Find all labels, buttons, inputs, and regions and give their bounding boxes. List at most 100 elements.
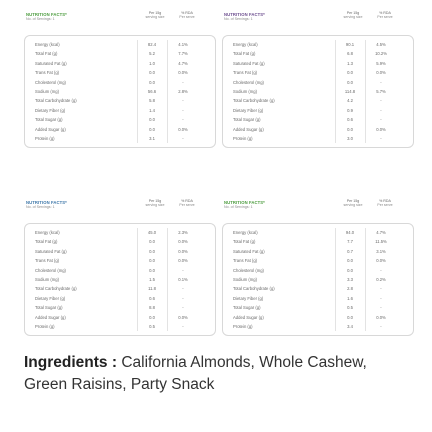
rda-header: % RDA Per serve bbox=[370, 199, 400, 208]
nutrient-rda: 3.1% bbox=[376, 248, 386, 254]
nutrient-label: Total Carbohydrate (g) bbox=[233, 98, 275, 104]
nutrition-rows: Energy (kcal) 94.0 4.7% Total Fat (g) 7.7 11.… bbox=[233, 228, 407, 331]
panel-title: NUTRITION FACTS* bbox=[224, 12, 265, 17]
nutrient-value: 0.0 bbox=[149, 239, 155, 245]
nutrition-table: Energy (kcal) 82.4 4.1% Total Fat (g) 5.2 7.7… bbox=[24, 35, 216, 148]
rda-header-line2: Per serve bbox=[179, 15, 195, 20]
nutrient-rda: 4.5% bbox=[376, 42, 386, 47]
nutrient-value: 0.0 bbox=[149, 117, 155, 123]
nutrient-label: Energy (kcal) bbox=[35, 42, 60, 47]
rda-header-line1: % RDA bbox=[181, 11, 193, 15]
nutrient-row: Cholesterol (mg) 0.0 - bbox=[35, 78, 209, 87]
nutrient-label: Total Sugar (g) bbox=[35, 305, 63, 311]
nutrient-row: Protein (g) 3.4 - bbox=[233, 322, 407, 331]
nutrient-label: Dietary Fiber (g) bbox=[233, 295, 264, 301]
nutrient-rda: 4.1% bbox=[178, 42, 188, 47]
nutrient-label: Total Sugar (g) bbox=[233, 305, 261, 311]
serving-size-header-line2: serving size bbox=[343, 203, 363, 208]
nutrient-rda: 7.7% bbox=[178, 51, 188, 57]
nutrient-row: Sodium (mg) 56.6 2.8% bbox=[35, 87, 209, 96]
nutrient-row: Saturated Fat (g) 1.3 5.9% bbox=[233, 59, 407, 68]
nutrient-row: Energy (kcal) 94.0 4.7% bbox=[233, 228, 407, 237]
nutrient-label: Dietary Fiber (g) bbox=[35, 107, 66, 113]
nutrient-row: Total Carbohydrate (g) 4.2 - bbox=[233, 96, 407, 105]
nutrient-row: Total Sugar (g) 0.6 - bbox=[233, 115, 407, 124]
nutrient-value: 0.5 bbox=[149, 323, 155, 329]
panel-header: NUTRITION FACTS* No. of Servings: 1 Per 15… bbox=[222, 196, 414, 218]
serving-size-header-line2: serving size bbox=[145, 15, 165, 20]
nutrient-rda: 2.3% bbox=[178, 230, 188, 235]
nutrient-label: Total Fat (g) bbox=[35, 239, 58, 245]
nutrient-rda: - bbox=[182, 267, 184, 273]
nutrient-label: Energy (kcal) bbox=[35, 230, 60, 235]
nutrient-row: Trans Fat (g) 0.0 0.0% bbox=[233, 256, 407, 265]
serving-size-header-line2: serving size bbox=[343, 15, 363, 20]
serving-size-header-line1: Per 15g bbox=[346, 11, 360, 15]
ingredients-heading: Ingredients : bbox=[24, 354, 118, 371]
ingredients-list: California Almonds, Whole Cashew, Green … bbox=[24, 354, 367, 393]
nutrient-label: Sodium (mg) bbox=[35, 88, 59, 94]
nutrient-label: Trans Fat (g) bbox=[35, 258, 60, 264]
nutrient-row: Saturated Fat (g) 0.0 0.0% bbox=[35, 247, 209, 256]
nutrient-rda: 11.5% bbox=[375, 239, 387, 245]
nutrient-label: Trans Fat (g) bbox=[233, 70, 258, 76]
nutrient-label: Added Sugar (g) bbox=[35, 314, 66, 320]
nutrient-rda: - bbox=[182, 98, 184, 104]
nutrient-row: Total Carbohydrate (g) 11.8 - bbox=[35, 284, 209, 293]
nutrient-row: Added Sugar (g) 0.0 0.0% bbox=[35, 125, 209, 134]
rda-header-line1: % RDA bbox=[181, 199, 193, 203]
panel-header: NUTRITION FACTS* No. of Servings: 1 Per 15… bbox=[222, 8, 414, 30]
nutrient-value: 0.0 bbox=[347, 79, 353, 85]
nutrient-label: Dietary Fiber (g) bbox=[35, 295, 66, 301]
nutrient-value: 5.2 bbox=[149, 51, 155, 57]
nutrient-label: Dietary Fiber (g) bbox=[233, 107, 264, 113]
nutrient-rda: - bbox=[182, 305, 184, 311]
nutrient-row: Energy (kcal) 45.0 2.3% bbox=[35, 228, 209, 237]
nutrient-label: Saturated Fat (g) bbox=[233, 60, 265, 66]
nutrient-row: Sodium (mg) 1.5 0.1% bbox=[35, 275, 209, 284]
nutrient-value: 3.3 bbox=[347, 276, 353, 282]
nutrient-row: Total Carbohydrate (g) 5.8 - bbox=[35, 96, 209, 105]
nutrient-label: Trans Fat (g) bbox=[35, 70, 60, 76]
nutrient-rda: 0.2% bbox=[376, 276, 386, 282]
nutrient-value: 4.2 bbox=[347, 98, 353, 104]
nutrition-panel-4: NUTRITION FACTS* No. of Servings: 1 Per 15… bbox=[222, 196, 414, 336]
nutrient-value: 0.0 bbox=[149, 314, 155, 320]
nutrient-label: Saturated Fat (g) bbox=[35, 248, 67, 254]
nutrient-value: 3.1 bbox=[149, 135, 155, 141]
nutrient-rda: 0.0% bbox=[178, 126, 188, 132]
panel-title: NUTRITION FACTS* bbox=[26, 200, 67, 205]
nutrient-rda: - bbox=[380, 305, 382, 311]
nutrition-table: Energy (kcal) 45.0 2.3% Total Fat (g) 0.0 0.0… bbox=[24, 223, 216, 336]
nutrient-row: Energy (kcal) 90.1 4.5% bbox=[233, 40, 407, 49]
nutrient-value: 1.6 bbox=[347, 295, 353, 301]
nutrient-value: 0.0 bbox=[149, 70, 155, 76]
nutrient-row: Dietary Fiber (g) 0.9 - bbox=[233, 106, 407, 115]
panel-title: NUTRITION FACTS* bbox=[26, 12, 67, 17]
nutrient-label: Saturated Fat (g) bbox=[35, 60, 67, 66]
rda-header: % RDA Per serve bbox=[172, 199, 202, 208]
servings-label: No. of Servings: 1 bbox=[26, 17, 55, 21]
nutrient-row: Dietary Fiber (g) 0.6 - bbox=[35, 294, 209, 303]
column-divider bbox=[167, 228, 168, 331]
nutrient-row: Added Sugar (g) 0.0 0.0% bbox=[233, 125, 407, 134]
nutrient-value: 0.5 bbox=[347, 305, 353, 311]
nutrient-value: 0.0 bbox=[347, 70, 353, 76]
nutrition-rows: Energy (kcal) 90.1 4.5% Total Fat (g) 6.8 10.… bbox=[233, 40, 407, 143]
servings-label: No. of Servings: 1 bbox=[26, 205, 55, 209]
serving-size-header: Per 15g serving size bbox=[338, 199, 368, 208]
nutrient-row: Trans Fat (g) 0.0 0.0% bbox=[35, 256, 209, 265]
nutrient-value: 0.7 bbox=[347, 248, 353, 254]
nutrient-rda: - bbox=[380, 295, 382, 301]
rda-header-line2: Per serve bbox=[179, 203, 195, 208]
panel-title: NUTRITION FACTS* bbox=[224, 200, 265, 205]
nutrient-rda: - bbox=[182, 79, 184, 85]
nutrient-row: Saturated Fat (g) 1.0 4.7% bbox=[35, 59, 209, 68]
nutrient-label: Added Sugar (g) bbox=[35, 126, 66, 132]
nutrition-rows: Energy (kcal) 82.4 4.1% Total Fat (g) 5.2 7.7… bbox=[35, 40, 209, 143]
nutrient-value: 3.4 bbox=[347, 323, 353, 329]
nutrient-value: 3.0 bbox=[347, 135, 353, 141]
nutrient-label: Sodium (mg) bbox=[233, 88, 257, 94]
nutrient-rda: 5.9% bbox=[376, 60, 386, 66]
nutrient-row: Energy (kcal) 82.4 4.1% bbox=[35, 40, 209, 49]
